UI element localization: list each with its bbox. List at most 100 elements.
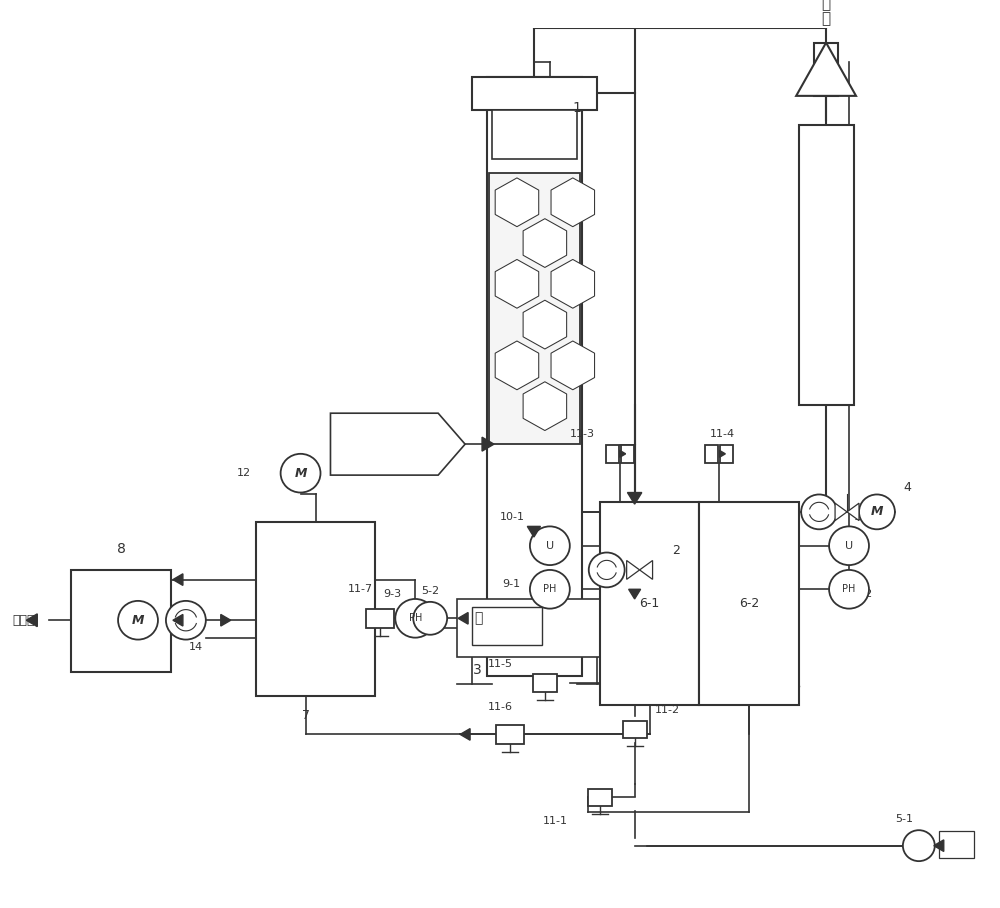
Bar [472,76,597,111]
Text: 10-1: 10-1 [500,512,525,522]
Text: M: M [871,506,883,518]
Polygon shape [640,560,653,579]
Bar [496,725,524,744]
Text: 11-1: 11-1 [542,816,567,826]
Polygon shape [796,43,856,96]
Polygon shape [495,260,539,308]
Bar [600,502,699,706]
Polygon shape [523,381,567,430]
Text: 7: 7 [302,708,310,722]
Polygon shape [460,728,470,740]
Polygon shape [629,589,641,599]
Bar [457,599,612,657]
Text: 12: 12 [237,469,251,479]
Polygon shape [627,492,642,504]
Bar [623,721,647,738]
Polygon shape [847,503,859,520]
Text: 排: 排 [822,11,831,26]
Polygon shape [458,613,468,624]
Circle shape [530,570,570,608]
Bar [606,445,619,462]
Text: 6-2: 6-2 [739,597,759,610]
Text: 11-5: 11-5 [488,659,512,669]
Text: 气: 气 [822,0,831,12]
Text: 酸: 酸 [474,611,482,626]
Polygon shape [523,219,567,268]
Polygon shape [495,341,539,390]
Polygon shape [173,574,183,586]
Text: M: M [294,467,307,479]
Bar [814,43,838,96]
Text: 11-4: 11-4 [709,429,735,439]
Bar [699,502,799,706]
Polygon shape [482,437,494,451]
Circle shape [530,527,570,565]
Text: 11-2: 11-2 [655,706,680,716]
Circle shape [829,570,869,608]
Bar [705,445,718,462]
Bar [588,788,612,806]
Bar [489,173,580,444]
Bar [720,445,733,462]
Polygon shape [620,450,626,458]
Text: 水排放: 水排放 [12,614,35,627]
Bar [487,76,582,676]
Polygon shape [551,178,595,227]
Polygon shape [627,560,640,579]
Polygon shape [26,614,37,627]
Text: M: M [132,614,144,627]
Circle shape [589,552,625,587]
Text: 3: 3 [473,663,482,676]
Polygon shape [221,615,231,626]
Bar [939,831,974,858]
Polygon shape [523,301,567,349]
Text: 8: 8 [117,542,125,556]
Polygon shape [551,341,595,390]
Bar [256,521,375,696]
Bar [472,607,542,646]
Text: 11-3: 11-3 [570,429,595,439]
Text: 11-7: 11-7 [348,584,373,594]
Text: 4: 4 [904,481,912,494]
Text: U: U [546,541,554,551]
Text: 9-3: 9-3 [383,589,401,599]
Text: 2: 2 [673,544,680,558]
Circle shape [166,601,206,639]
Bar [533,675,557,692]
Text: 5-1: 5-1 [895,814,913,824]
Polygon shape [551,260,595,308]
Bar [799,125,854,406]
Circle shape [801,495,837,529]
Circle shape [395,599,435,637]
Text: PH: PH [409,613,422,623]
Circle shape [859,495,895,529]
Polygon shape [527,527,540,537]
Text: 11-6: 11-6 [488,702,512,712]
Bar [71,570,171,672]
Bar [366,608,394,628]
Text: PH: PH [543,584,557,594]
Text: 14: 14 [189,642,203,652]
Polygon shape [934,840,944,852]
Circle shape [281,454,321,492]
Text: 10-2: 10-2 [854,512,879,522]
Text: PH: PH [842,584,856,594]
Text: 碱液: 碱液 [948,838,963,851]
Text: 1: 1 [573,102,582,115]
Circle shape [903,830,935,861]
Text: 9-2: 9-2 [854,589,872,599]
Text: 9-1: 9-1 [502,579,520,589]
Text: 废气: 废气 [376,437,394,451]
Text: 5-2: 5-2 [421,587,439,597]
Polygon shape [719,450,725,458]
Polygon shape [835,503,847,520]
Circle shape [413,602,447,635]
Circle shape [118,601,158,639]
Bar [492,111,577,159]
Polygon shape [330,413,465,475]
Text: U: U [845,541,853,551]
Polygon shape [495,178,539,227]
Bar [621,445,634,462]
Circle shape [829,527,869,565]
Polygon shape [173,615,183,626]
